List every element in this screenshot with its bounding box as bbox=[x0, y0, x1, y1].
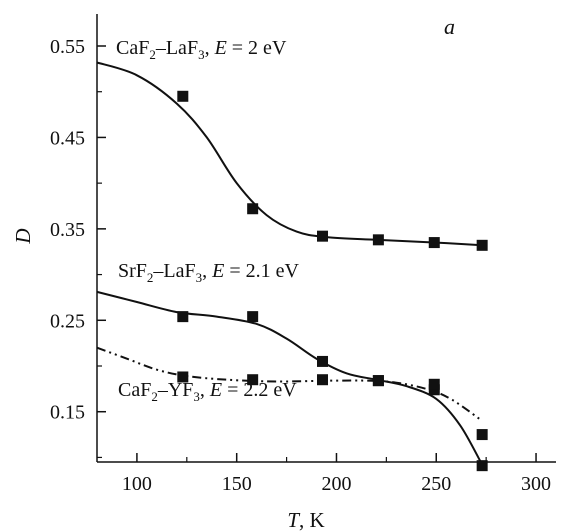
x-tick-label: 200 bbox=[321, 473, 351, 495]
point-srf2-laf3 bbox=[247, 311, 259, 323]
curve-caf2-yf3 bbox=[96, 346, 483, 422]
annotation-caf2-laf3: CaF2–LaF3, E = 2 eV bbox=[116, 37, 287, 62]
point-caf2-laf3 bbox=[476, 239, 488, 251]
x-tick-label: 100 bbox=[122, 473, 152, 495]
y-axis-label: D bbox=[11, 228, 35, 244]
series-curves bbox=[96, 61, 484, 466]
point-caf2-yf3 bbox=[476, 429, 488, 441]
x-axis-unit: , K bbox=[299, 508, 325, 531]
point-caf2-laf3 bbox=[372, 234, 384, 246]
y-tick-label: 0.45 bbox=[50, 127, 85, 149]
y-tick-label: 0.25 bbox=[50, 310, 85, 332]
point-caf2-yf3 bbox=[372, 375, 384, 387]
point-srf2-laf3 bbox=[317, 355, 329, 367]
panel-label: a bbox=[444, 14, 455, 39]
x-tick-label: 250 bbox=[421, 473, 451, 495]
point-srf2-laf3 bbox=[476, 460, 488, 472]
plot-area: 100 150 200 250 300 0.15 0.25 0.35 0.45 0.55 bbox=[50, 14, 556, 495]
x-axis-variable: T bbox=[287, 508, 300, 531]
point-caf2-laf3 bbox=[247, 203, 259, 215]
point-caf2-yf3 bbox=[428, 378, 440, 390]
x-ticks: 100 150 200 250 300 bbox=[122, 453, 551, 495]
x-tick-label: 300 bbox=[521, 473, 551, 495]
point-caf2-laf3 bbox=[317, 230, 329, 242]
y-tick-label: 0.35 bbox=[50, 219, 85, 241]
point-caf2-yf3 bbox=[247, 374, 259, 386]
point-caf2-laf3 bbox=[177, 90, 189, 102]
annotation-srf2-laf3: SrF2–LaF3, E = 2.1 eV bbox=[118, 260, 300, 285]
series-markers bbox=[177, 90, 488, 472]
point-srf2-laf3 bbox=[177, 311, 189, 323]
point-caf2-yf3 bbox=[177, 371, 189, 383]
curve-srf2-laf3 bbox=[96, 290, 484, 466]
point-caf2-laf3 bbox=[428, 237, 440, 249]
x-axis-label: T, K bbox=[287, 508, 324, 531]
point-caf2-yf3 bbox=[317, 374, 329, 386]
y-ticks: 0.15 0.25 0.35 0.45 0.55 bbox=[50, 36, 106, 459]
y-tick-label: 0.55 bbox=[50, 36, 85, 58]
x-tick-label: 150 bbox=[222, 473, 252, 495]
annotation-caf2-yf3: CaF2–YF3, E = 2.2 eV bbox=[118, 379, 297, 404]
curve-caf2-laf3 bbox=[96, 61, 483, 247]
y-tick-label: 0.15 bbox=[50, 402, 85, 424]
